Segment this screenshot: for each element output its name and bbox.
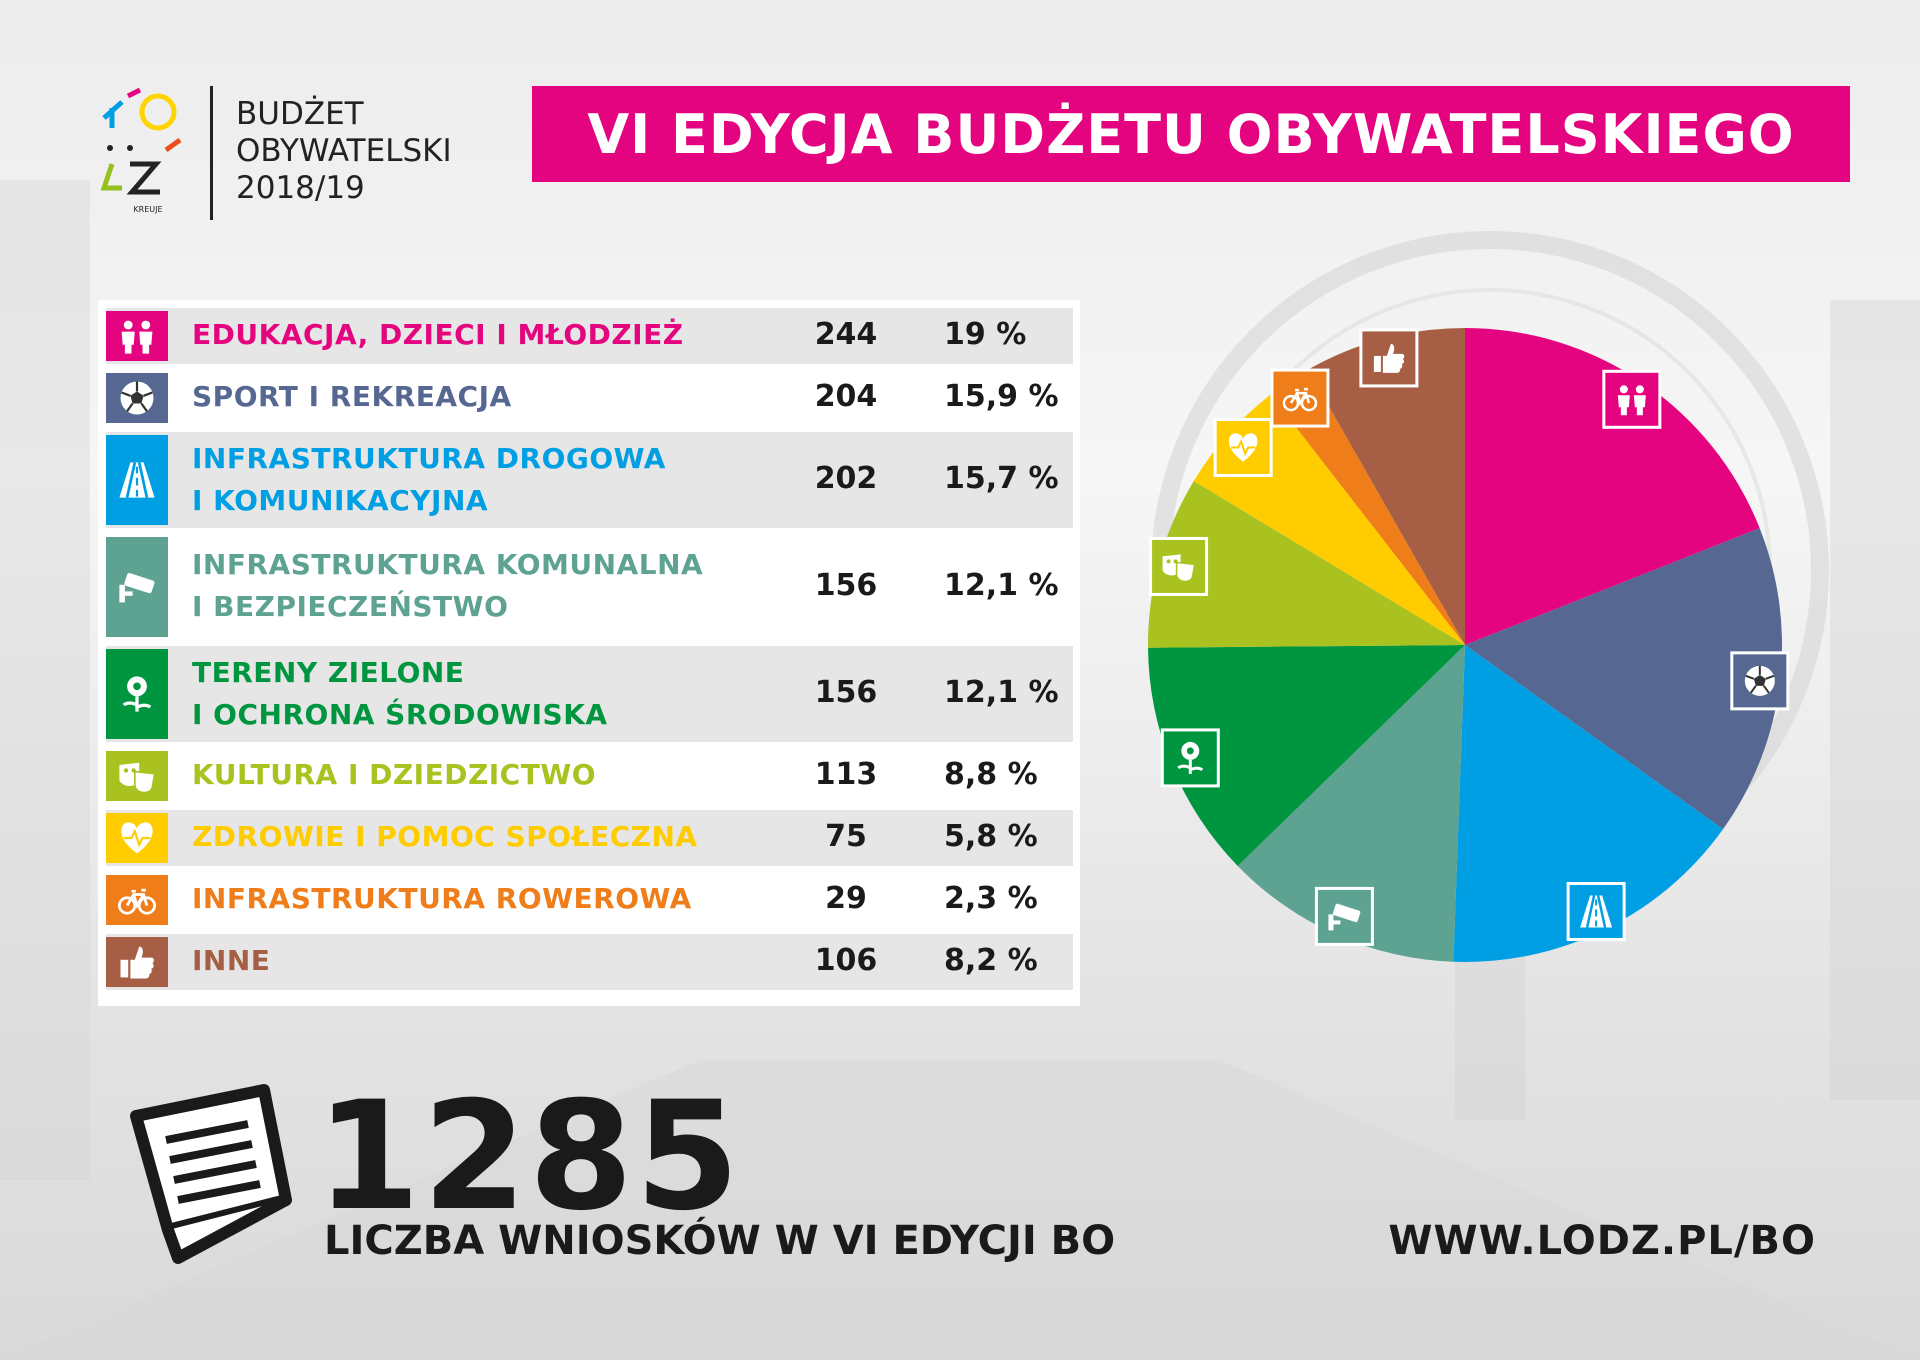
pie-slice [1465, 528, 1782, 830]
table-row: TERENY ZIELONE I OCHRONA ŚRODOWISKA 156 12… [106, 646, 1073, 742]
category-icon-box [106, 649, 168, 739]
pie-slice [1453, 645, 1724, 962]
category-count: 29 [825, 881, 867, 916]
pie-chart [1148, 328, 1790, 962]
camera-icon [1328, 903, 1361, 931]
pie-slice [1148, 480, 1465, 648]
pie-slice-badge [1730, 651, 1790, 711]
pie-slice [1270, 369, 1465, 645]
category-label: EDUKACJA, DZIECI I MŁODZIEŻ [192, 318, 684, 351]
table-row: INFRASTRUKTURA ROWEROWA 29 2,3 % [106, 872, 1073, 928]
table-row: INFRASTRUKTURA KOMUNALNA I BEZPIECZEŃSTW… [106, 534, 1073, 640]
category-count: 244 [814, 317, 878, 352]
category-count: 156 [814, 568, 878, 603]
category-icon-box [106, 937, 168, 987]
category-count: 113 [814, 757, 878, 792]
category-label: INNE [192, 944, 271, 977]
pie-slice-badge [1566, 881, 1626, 941]
total-value: 1285 [316, 1070, 742, 1244]
category-label: INFRASTRUKTURA DROGOWA I KOMUNIKACYJNA [192, 442, 666, 517]
pie-slice-badge [1160, 728, 1220, 788]
page-title: VI EDYCJA BUDŻETU OBYWATELSKIEGO [587, 102, 1795, 166]
category-label: INFRASTRUKTURA KOMUNALNA I BEZPIECZEŃSTW… [192, 548, 704, 623]
category-percent: 8,2 % [944, 943, 1038, 978]
flower-icon [122, 676, 152, 712]
pie-slice-badge [1359, 328, 1419, 388]
category-count: 204 [814, 379, 878, 414]
category-percent: 15,7 % [944, 461, 1059, 496]
category-icon-box [106, 875, 168, 925]
thumbs-up-icon [1373, 343, 1405, 373]
logo-line-2: OBYWATELSKI [236, 133, 452, 169]
pie-slice-badge [1149, 536, 1209, 596]
theater-masks-icon [1162, 554, 1196, 583]
ball-icon [1744, 665, 1775, 696]
table-row: KULTURA I DZIEDZICTWO 113 8,8 % [106, 748, 1073, 804]
pie-slice [1307, 328, 1465, 645]
heart-pulse-icon [121, 822, 153, 854]
title-banner: VI EDYCJA BUDŻETU OBYWATELSKIEGO [532, 86, 1850, 182]
flower-icon [1177, 741, 1204, 774]
category-icon-box [106, 311, 168, 361]
road-icon [119, 462, 155, 498]
logo-line-3: 2018/19 [236, 170, 365, 206]
pie-slice-badge [1270, 368, 1330, 428]
category-label: TERENY ZIELONE I OCHRONA ŚRODOWISKA [192, 656, 608, 731]
category-percent: 2,3 % [944, 881, 1038, 916]
category-label: KULTURA I DZIEDZICTWO [192, 758, 597, 791]
category-percent: 8,8 % [944, 757, 1038, 792]
category-percent: 15,9 % [944, 379, 1059, 414]
category-label: ZDROWIE I POMOC SPOŁECZNA [192, 820, 698, 853]
total-label: LICZBA WNIOSKÓW W VI EDYCJI BO [324, 1218, 1116, 1264]
table-row: ZDROWIE I POMOC SPOŁECZNA 75 5,8 % [106, 810, 1073, 866]
logo-mark: KREUJE [100, 88, 182, 214]
logo-text: BUDŻET OBYWATELSKI 2018/19 [236, 96, 452, 207]
category-count: 75 [825, 819, 867, 854]
heart-pulse-icon [1228, 433, 1258, 462]
pie-slice-badge [1213, 418, 1273, 478]
bicycle-icon [1282, 387, 1318, 412]
category-table: EDUKACJA, DZIECI I MŁODZIEŻ 244 19 % SPORT … [98, 300, 1080, 1006]
thumbs-up-icon [120, 946, 154, 979]
pie-slice [1148, 645, 1465, 866]
ball-icon [120, 381, 154, 415]
road-icon [1580, 895, 1613, 928]
category-count: 156 [814, 675, 878, 710]
bicycle-icon [118, 888, 156, 915]
category-icon-box [106, 751, 168, 801]
children-icon [121, 320, 153, 354]
logo-divider [210, 86, 213, 220]
logo-line-1: BUDŻET [236, 96, 364, 132]
category-percent: 12,1 % [944, 675, 1059, 710]
children-icon [1617, 385, 1646, 416]
category-icon-box [106, 435, 168, 525]
pie-slice-badge [1314, 886, 1374, 946]
theater-masks-icon [119, 762, 156, 794]
category-percent: 5,8 % [944, 819, 1038, 854]
category-percent: 12,1 % [944, 568, 1059, 603]
category-icon-box [106, 537, 168, 637]
pie-slice [1237, 645, 1465, 962]
camera-icon [119, 573, 155, 603]
category-count: 106 [814, 943, 878, 978]
category-label: SPORT I REKREACJA [192, 380, 512, 413]
category-count: 202 [814, 461, 878, 496]
pie-slice-badge [1602, 369, 1662, 429]
table-row: EDUKACJA, DZIECI I MŁODZIEŻ 244 19 % [106, 308, 1073, 364]
category-percent: 19 % [944, 317, 1027, 352]
pie-slice [1465, 328, 1760, 645]
table-row: SPORT I REKREACJA 204 15,9 % [106, 370, 1073, 426]
category-icon-box [106, 813, 168, 863]
table-row: INNE 106 8,2 % [106, 934, 1073, 990]
table-row: INFRASTRUKTURA DROGOWA I KOMUNIKACYJNA 20… [106, 432, 1073, 528]
category-icon-box [106, 373, 168, 423]
logo-small-text: KREUJE [133, 205, 162, 214]
website-link[interactable]: WWW.LODZ.PL/BO [1388, 1218, 1816, 1264]
category-label: INFRASTRUKTURA ROWEROWA [192, 882, 692, 915]
document-icon [130, 1084, 292, 1264]
